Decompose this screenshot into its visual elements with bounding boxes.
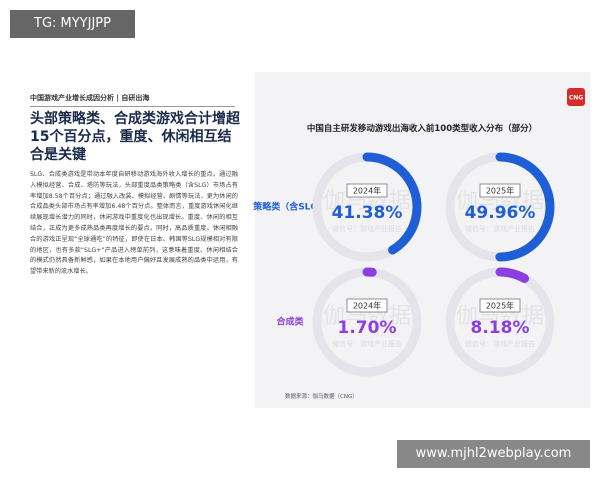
donut-arc	[445, 267, 555, 377]
value-label: 8.18%	[471, 318, 530, 338]
year: 2025年	[486, 301, 514, 311]
tag: TG: MYYJJPP	[10, 10, 135, 38]
source: 数据来源：伽马数据（CNG）	[285, 392, 358, 400]
watermark-sub: 微信号：游戏产业报告	[465, 224, 535, 233]
site-watermark: www.mjhl2webplay.com	[397, 440, 590, 468]
watermark-sub: 微信号：游戏产业报告	[332, 224, 402, 233]
year-box	[346, 183, 388, 198]
logo-box	[567, 88, 585, 106]
watermark-sub: 微信号：游戏产业报告	[465, 339, 535, 348]
year: 2024年	[353, 301, 381, 311]
value-label: 49.96%	[465, 203, 536, 223]
year: 2024年	[353, 186, 381, 196]
year-box	[346, 298, 388, 313]
headline: 头部策略类、合成类游戏合计增超15个百分点，重度、休闲相互结合是关键	[30, 111, 240, 163]
year-box	[479, 183, 521, 198]
value-label: 41.38%	[332, 203, 403, 223]
row-label: 策略类（含SLG）	[252, 201, 327, 213]
donut-arc	[445, 152, 555, 262]
year-box	[479, 298, 521, 313]
watermark-sub: 微信号：游戏产业报告	[332, 339, 402, 348]
body-text: SLG、合成类游戏是带动本年度自研移动游戏海外收入增长的重点。通过融入模拟经营、…	[30, 171, 238, 276]
info-title: 中国自主研发移动游戏出海收入前100类型收入分布（部分）	[307, 123, 537, 134]
row-label: 合成类	[276, 316, 304, 328]
donut-arc	[312, 267, 422, 377]
kicker: 中国游戏产业增长成因分析 | 自研出海	[30, 93, 235, 107]
year: 2025年	[486, 186, 514, 196]
donut-arc	[312, 152, 422, 262]
logo: CNG	[569, 95, 583, 102]
value-label: 1.70%	[338, 318, 397, 338]
